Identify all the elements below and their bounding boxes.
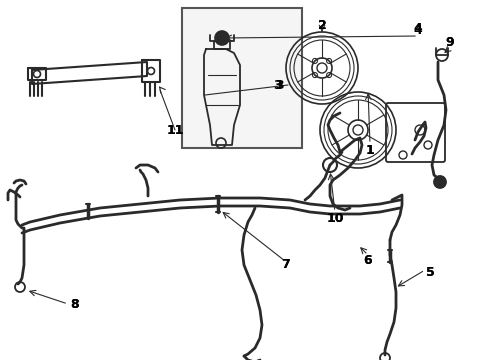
Text: 9: 9 — [445, 36, 453, 49]
Bar — [182, 8, 302, 148]
Text: 1: 1 — [365, 144, 374, 157]
Text: 4: 4 — [413, 22, 422, 35]
Text: 5: 5 — [425, 266, 433, 279]
Text: 6: 6 — [363, 253, 371, 266]
Text: 3: 3 — [273, 78, 282, 91]
Text: 5: 5 — [425, 266, 433, 279]
Text: 11: 11 — [166, 123, 183, 136]
Text: 2: 2 — [317, 18, 325, 32]
Text: 6: 6 — [363, 253, 371, 266]
Text: 7: 7 — [280, 258, 289, 271]
FancyBboxPatch shape — [385, 103, 444, 162]
Text: 10: 10 — [325, 212, 343, 225]
Text: 10: 10 — [325, 212, 343, 225]
Text: 4: 4 — [413, 23, 422, 36]
Text: 8: 8 — [71, 298, 79, 311]
Text: 7: 7 — [280, 258, 289, 271]
Text: 8: 8 — [71, 298, 79, 311]
Circle shape — [215, 31, 228, 45]
Circle shape — [433, 176, 445, 188]
Text: 11: 11 — [166, 123, 183, 136]
Text: 9: 9 — [445, 36, 453, 49]
Text: 1: 1 — [365, 144, 374, 157]
Text: 3: 3 — [275, 78, 284, 91]
Text: 2: 2 — [317, 18, 325, 32]
